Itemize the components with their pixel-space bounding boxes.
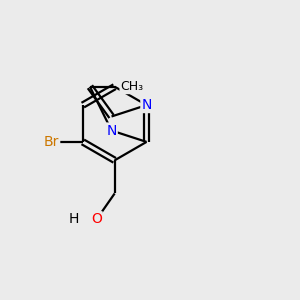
Text: Br: Br <box>44 135 59 149</box>
Text: O: O <box>91 212 102 226</box>
Text: H: H <box>69 212 80 226</box>
Text: N: N <box>141 98 152 112</box>
Text: CH₃: CH₃ <box>121 80 144 93</box>
Text: N: N <box>106 124 117 137</box>
